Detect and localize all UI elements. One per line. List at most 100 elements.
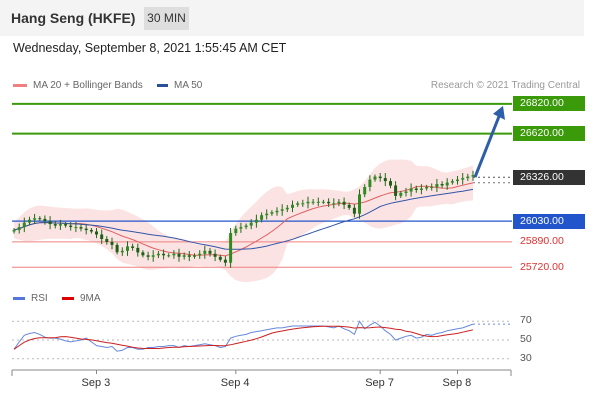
level-label-resistance-1: 26620.00 [513,126,585,142]
rsi-level-label-70: 70 [520,314,532,327]
candle-body-23 [131,246,135,248]
candle-body-52 [280,209,284,211]
candle-body-6 [43,218,47,222]
rsi-level-label-30: 30 [520,351,532,364]
level-label-pivot-3: 26030.00 [513,213,585,229]
candle-body-11 [69,225,73,228]
candle-body-24 [136,247,140,253]
candle-body-67 [358,194,361,214]
candle-body-22 [126,246,129,251]
candle-body-55 [296,203,300,205]
candle-body-43 [234,228,238,234]
rsi-layer [12,320,512,360]
candle-body-58 [311,201,315,203]
legend-ma50: MA 50 [157,80,202,91]
candle-body-16 [95,231,98,235]
x-axis-layer [11,369,512,376]
candle-body-27 [151,255,155,257]
level-label-support-4: 25890.00 [520,235,564,248]
bb-swatch [13,83,27,87]
candle-body-70 [373,176,377,180]
candle-body-2 [22,222,26,228]
candle-body-5 [38,218,42,220]
rsi-line [13,320,474,352]
ma50-line [13,188,474,250]
candle-body-37 [203,250,207,254]
candle-body-80 [425,187,429,189]
chart-header: Hang Seng (HKFE) 30 MIN [0,0,584,36]
candle-body-26 [146,255,150,257]
target-arrow-layer [473,105,505,178]
candle-body-75 [399,192,403,196]
candle-body-59 [316,201,320,203]
candle-body-53 [285,207,289,210]
candle-body-3 [28,219,31,223]
candle-body-57 [306,201,310,204]
candle-body-30 [167,255,171,257]
candle-body-66 [352,207,356,214]
candle-body-61 [327,201,331,204]
candle-body-18 [105,239,109,242]
candle-body-74 [394,185,398,196]
candle-body-81 [430,187,434,188]
candle-body-46 [249,222,253,226]
candle-body-21 [120,250,124,253]
interval-button[interactable]: 30 MIN [144,7,189,30]
candle-body-9 [58,224,62,226]
candle-body-83 [440,184,444,186]
candle-body-71 [378,176,382,179]
candle-body-73 [389,181,392,186]
candle-body-15 [89,230,93,232]
candle-body-48 [260,215,264,220]
candle-body-19 [110,241,114,245]
candle-body-14 [84,228,88,231]
candle-body-54 [291,204,294,208]
legend-bb: MA 20 + Bollinger Bands [13,80,143,91]
candle-body-72 [383,178,387,182]
candle-body-65 [347,204,351,208]
x-tick-label-3: Sep 8 [442,377,472,389]
candle-body-44 [239,227,243,229]
candle-body-40 [218,256,222,260]
candle-body-20 [115,244,119,253]
candle-body-49 [265,213,269,216]
candle-body-39 [213,253,217,257]
candle-body-56 [301,203,305,205]
rsi-swatch [13,296,25,300]
level-label-last_price-2: 26326.00 [513,169,585,185]
candle-body-33 [182,255,186,257]
candle-body-0 [12,230,16,232]
candle-body-76 [404,191,408,193]
legend-rsi: RSI [13,293,48,304]
candle-body-7 [48,221,52,225]
candle-body-78 [414,188,418,190]
candle-body-63 [337,201,341,204]
candle-body-28 [156,253,160,256]
candle-body-88 [466,176,470,179]
legend-ma50-label: MA 50 [174,80,203,91]
candle-body-79 [419,188,423,190]
candle-body-29 [162,253,166,256]
target-arrow-head [493,105,505,120]
candle-body-77 [409,188,413,192]
legend-rsi-ma: 9MA [62,293,101,304]
rsi-ma-swatch [62,296,74,300]
candle-body-45 [244,225,248,228]
candle-body-42 [229,233,233,263]
legend-bb-label: MA 20 + Bollinger Bands [33,80,143,91]
candle-body-4 [33,218,37,220]
candle-body-17 [100,234,104,239]
level-label-resistance-0: 26820.00 [513,96,585,112]
candle-body-85 [450,181,454,183]
candle-body-32 [177,253,181,257]
level-lines-layer [12,102,512,268]
instrument-title: Hang Seng (HKFE) [11,10,136,26]
candle-body-50 [270,212,274,214]
candle-body-86 [456,179,459,182]
legend-rsi-ma-label: 9MA [80,293,101,304]
candle-body-8 [53,224,57,226]
candle-body-25 [141,252,145,256]
ma50-swatch [157,83,168,87]
credit: Research © 2021 Trading Central [430,80,580,91]
